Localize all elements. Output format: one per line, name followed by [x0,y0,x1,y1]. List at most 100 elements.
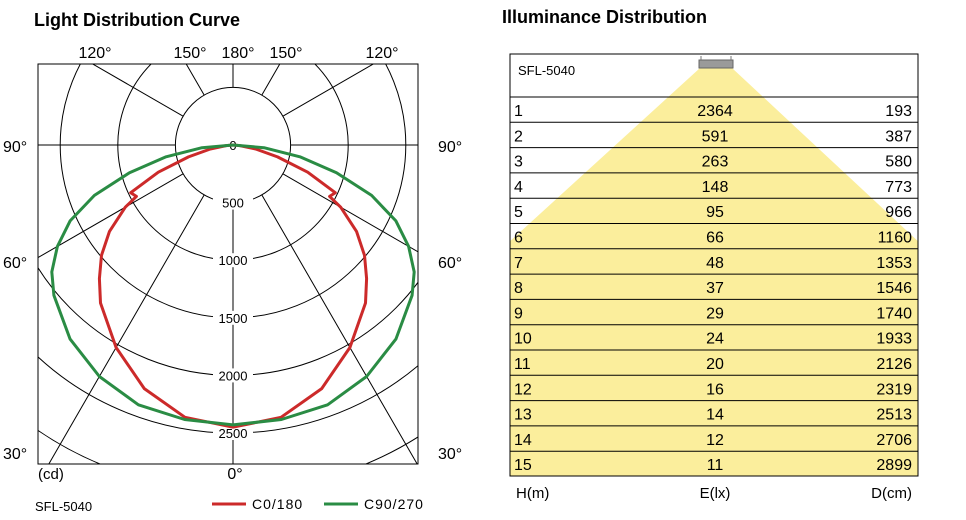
cell-diameter: 580 [885,154,912,171]
cell-height: 11 [514,356,531,373]
angle-label: 90° [3,139,27,156]
cell-height: 1 [514,103,523,120]
table-frame [509,53,919,477]
chart-title: Light Distribution Curve [34,10,240,30]
radial-tick-label: 1500 [219,311,248,326]
cell-illuminance: 24 [706,331,724,348]
radial-tick-label: 1000 [219,253,248,268]
cell-diameter: 966 [885,204,912,221]
intensity-curves [50,143,416,429]
table-row: 12 16 2319 [510,374,918,398]
table-row: 6 66 1160 [510,223,918,247]
polar-spoke [282,173,418,253]
tick-label-bg [213,426,253,440]
luminaire-icon [698,59,734,69]
table-row: 14 12 2706 [510,425,918,449]
polar-spoke [48,194,205,464]
angle-label: 150° [173,45,206,62]
table-row: 11 20 2126 [510,349,918,373]
cell-height: 6 [514,230,523,247]
polar-spoke [91,64,184,117]
cell-height: 5 [514,204,523,221]
polar-spoke [282,64,375,117]
cell-illuminance: 37 [706,280,724,297]
legend-label: C0/180 [252,496,303,512]
light-beam [510,68,918,476]
cell-height: 7 [514,255,523,272]
cell-diameter: 2319 [876,381,912,398]
angle-label: 150° [269,45,302,62]
cell-illuminance: 48 [706,255,724,272]
radial-tick-label: 2500 [219,426,248,441]
table-row: 4 148 773 [510,172,918,196]
footer-h: H(m) [516,485,549,502]
cell-illuminance: 95 [706,204,724,221]
tick-label-bg [213,368,253,383]
angle-label: 0° [227,466,242,483]
radial-tick-label: 500 [222,196,244,211]
cell-height: 13 [514,407,532,424]
cell-diameter: 1160 [878,230,913,247]
angle-label: 30° [3,446,27,463]
cell-illuminance: 66 [706,230,724,247]
cell-height: 10 [514,331,532,348]
table-title: Illuminance Distribution [502,7,708,27]
legend: C0/180 C90/270 [212,496,424,512]
cell-height: 14 [514,432,532,449]
cell-diameter: 2513 [876,407,912,424]
series-curve-C0-180 [97,143,369,429]
cell-diameter: 2706 [876,432,912,449]
cell-diameter: 1353 [876,255,912,272]
table-row: 2 591 387 [510,121,918,145]
table-row: 10 24 1933 [510,324,918,348]
cell-illuminance: 16 [706,381,724,398]
cell-diameter: 1933 [876,331,912,348]
cell-diameter: 193 [885,103,912,120]
cell-diameter: 1740 [876,305,912,322]
radial-tick-label: 2000 [219,368,248,383]
cell-height: 9 [514,305,523,322]
table-row: 13 14 2513 [510,400,918,424]
angle-label: 120° [78,45,111,62]
cell-diameter: 773 [885,179,912,196]
cell-illuminance: 591 [702,128,729,145]
cell-height: 2 [514,128,523,145]
polar-spoke [38,173,184,259]
cell-illuminance: 20 [706,356,724,373]
table-model-label: SFL-5040 [518,63,575,78]
cell-illuminance: 2364 [697,103,733,120]
series-curve-C90-270 [50,143,416,427]
cell-illuminance: 14 [706,407,724,424]
cell-height: 15 [514,457,532,474]
angle-label: 180° [221,45,254,62]
table-row: 5 95 966 [510,197,918,221]
table-row: 15 11 2899 [510,450,918,474]
polar-spoke [261,194,418,464]
table-row: 1 2364 193 [510,96,918,120]
footer-e: E(lx) [700,485,731,502]
unit-label: (cd) [38,466,64,483]
legend-label: C90/270 [364,496,424,512]
tick-label-bg [213,310,253,325]
cell-diameter: 2899 [876,457,912,474]
cell-illuminance: 29 [706,305,724,322]
angle-label: 60° [438,255,462,272]
chart-frame [37,63,419,465]
tick-label-bg [213,195,253,210]
angle-labels: 120° 150° 180° 150° 120° 90° 90° 60° 60° 30° 30° 0° [3,45,462,483]
cell-height: 3 [514,154,523,171]
cell-illuminance: 11 [707,457,724,474]
chart-model-label: SFL-5040 [35,499,92,514]
angle-label: 120° [365,45,398,62]
angle-label: 30° [438,446,462,463]
footer-d: D(cm) [871,485,912,502]
cell-height: 12 [514,381,532,398]
cell-diameter: 387 [885,128,912,145]
angle-label: 60° [3,255,27,272]
polar-ring [38,356,418,434]
table-row: 7 48 1353 [510,248,918,272]
cell-illuminance: 263 [702,154,729,171]
